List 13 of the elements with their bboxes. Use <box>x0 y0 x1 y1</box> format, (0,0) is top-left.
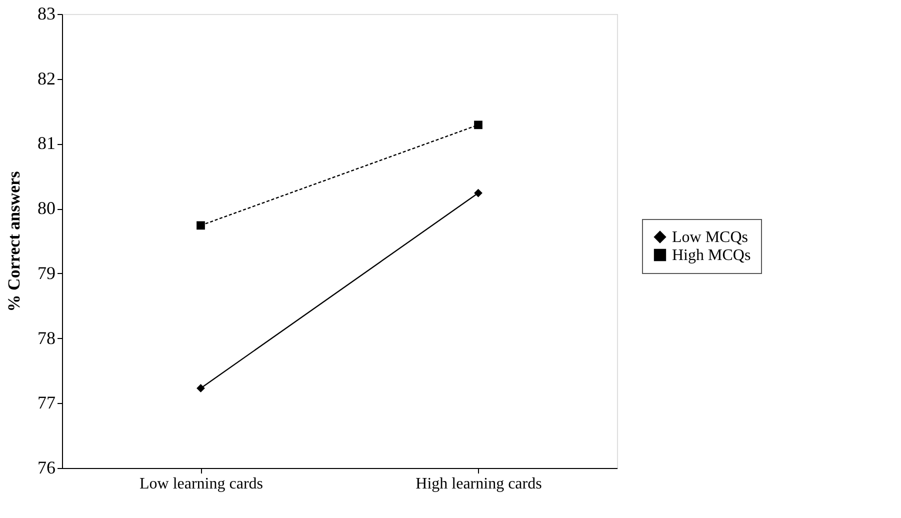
y-tick-label: 80 <box>38 198 56 218</box>
y-tick-label: 83 <box>38 4 56 24</box>
y-axis-title: % Correct answers <box>4 170 24 312</box>
x-tick-label: High learning cards <box>416 476 542 492</box>
x-tick-label: Low learning cards <box>139 476 264 492</box>
y-tick-label: 82 <box>38 68 56 88</box>
y-tick-label: 81 <box>38 133 56 154</box>
y-tick-label: 77 <box>38 392 56 413</box>
y-tick-label: 76 <box>38 458 56 478</box>
y-tick-label: 79 <box>38 262 56 283</box>
legend-label: High MCQs <box>672 247 751 264</box>
legend-label: Low MCQs <box>672 229 748 246</box>
y-tick-label: 78 <box>38 328 56 348</box>
